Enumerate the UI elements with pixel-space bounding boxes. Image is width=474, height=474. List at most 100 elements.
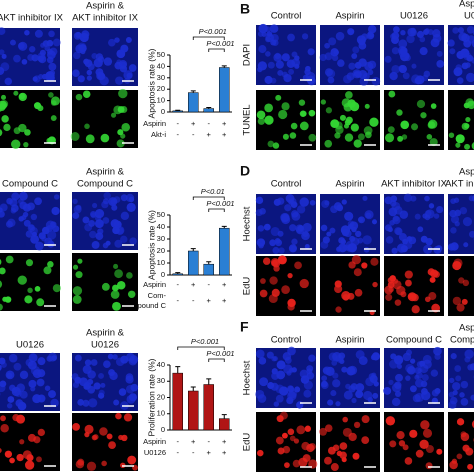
- cell: [396, 109, 403, 116]
- cell: [430, 38, 440, 48]
- y-tick-label: 30: [157, 73, 165, 82]
- cell: [19, 370, 29, 380]
- cell: [343, 102, 353, 112]
- cell: [264, 103, 274, 113]
- cell: [72, 264, 79, 270]
- cell: [409, 385, 417, 393]
- micrograph: [71, 352, 139, 411]
- cell: [128, 196, 135, 203]
- micrograph: [72, 253, 138, 311]
- cell: [433, 213, 440, 219]
- cell: [301, 33, 309, 40]
- cell: [288, 389, 297, 399]
- cell: [335, 31, 345, 41]
- cell: [291, 210, 299, 218]
- column-header: Aspirin &: [86, 167, 125, 178]
- cell: [281, 71, 288, 78]
- cell: [114, 269, 123, 279]
- condition-sign: +: [222, 437, 227, 446]
- cell: [0, 415, 6, 422]
- cell: [46, 355, 53, 362]
- cell: [128, 393, 138, 402]
- cell: [388, 90, 396, 98]
- cell: [12, 414, 20, 422]
- cell: [269, 239, 277, 247]
- cell: [18, 191, 28, 201]
- cell: [451, 458, 458, 464]
- cell: [326, 69, 336, 79]
- cell: [257, 31, 264, 37]
- cell: [36, 298, 45, 307]
- cell: [46, 39, 54, 47]
- y-tick-label: 10: [157, 96, 165, 105]
- cell: [100, 382, 106, 388]
- cell: [103, 192, 111, 200]
- cell: [36, 456, 42, 463]
- cell: [367, 25, 377, 34]
- cell: [346, 245, 353, 252]
- cell: [324, 42, 330, 49]
- cell: [336, 204, 344, 212]
- cell: [291, 58, 300, 67]
- cell: [405, 279, 412, 287]
- cell: [26, 454, 34, 462]
- cell: [275, 436, 284, 445]
- cell: [450, 215, 460, 224]
- y-tick-label: 20: [157, 246, 165, 255]
- column-header: Compound C: [77, 179, 133, 190]
- cell: [354, 61, 362, 69]
- cell: [107, 353, 114, 360]
- cell: [404, 457, 413, 465]
- y-tick-label: 20: [157, 392, 165, 401]
- cell: [89, 230, 97, 239]
- cell: [465, 72, 474, 83]
- cell: [41, 236, 47, 242]
- cell: [46, 48, 53, 55]
- cell: [23, 142, 29, 148]
- bar: [188, 250, 199, 276]
- cell: [464, 349, 474, 359]
- cell: [262, 257, 271, 265]
- cell: [468, 230, 474, 238]
- cell: [9, 198, 18, 207]
- cell: [72, 69, 80, 78]
- cell: [41, 226, 50, 235]
- cell: [364, 103, 370, 109]
- cell: [48, 390, 56, 399]
- cell: [301, 441, 310, 451]
- micrograph: [0, 352, 60, 411]
- cell: [120, 133, 126, 139]
- cell: [294, 261, 302, 270]
- bar: [172, 110, 183, 113]
- cell: [0, 303, 3, 311]
- condition-sign: -: [177, 119, 180, 128]
- cell: [112, 226, 120, 235]
- cell: [370, 354, 377, 361]
- cell: [369, 117, 379, 127]
- cell: [259, 289, 268, 298]
- cell: [465, 447, 474, 456]
- significance-label: P<0.001: [191, 337, 219, 346]
- cell: [353, 139, 362, 148]
- cell: [21, 214, 27, 221]
- cell: [0, 49, 5, 55]
- cell: [296, 205, 306, 214]
- cell: [383, 386, 392, 395]
- cell: [464, 143, 471, 150]
- cell: [348, 62, 356, 70]
- cell: [414, 374, 420, 380]
- cell: [90, 359, 98, 366]
- cell: [277, 255, 287, 265]
- cell: [419, 439, 429, 449]
- cell: [37, 357, 46, 366]
- cell: [25, 259, 34, 267]
- significance-bracket: [177, 346, 225, 350]
- bar: [188, 92, 199, 113]
- cell: [31, 231, 38, 237]
- column-header: Aspirin: [335, 335, 364, 346]
- cell: [364, 131, 372, 139]
- cell: [341, 457, 347, 463]
- cell: [299, 197, 309, 207]
- micrograph: [0, 413, 60, 471]
